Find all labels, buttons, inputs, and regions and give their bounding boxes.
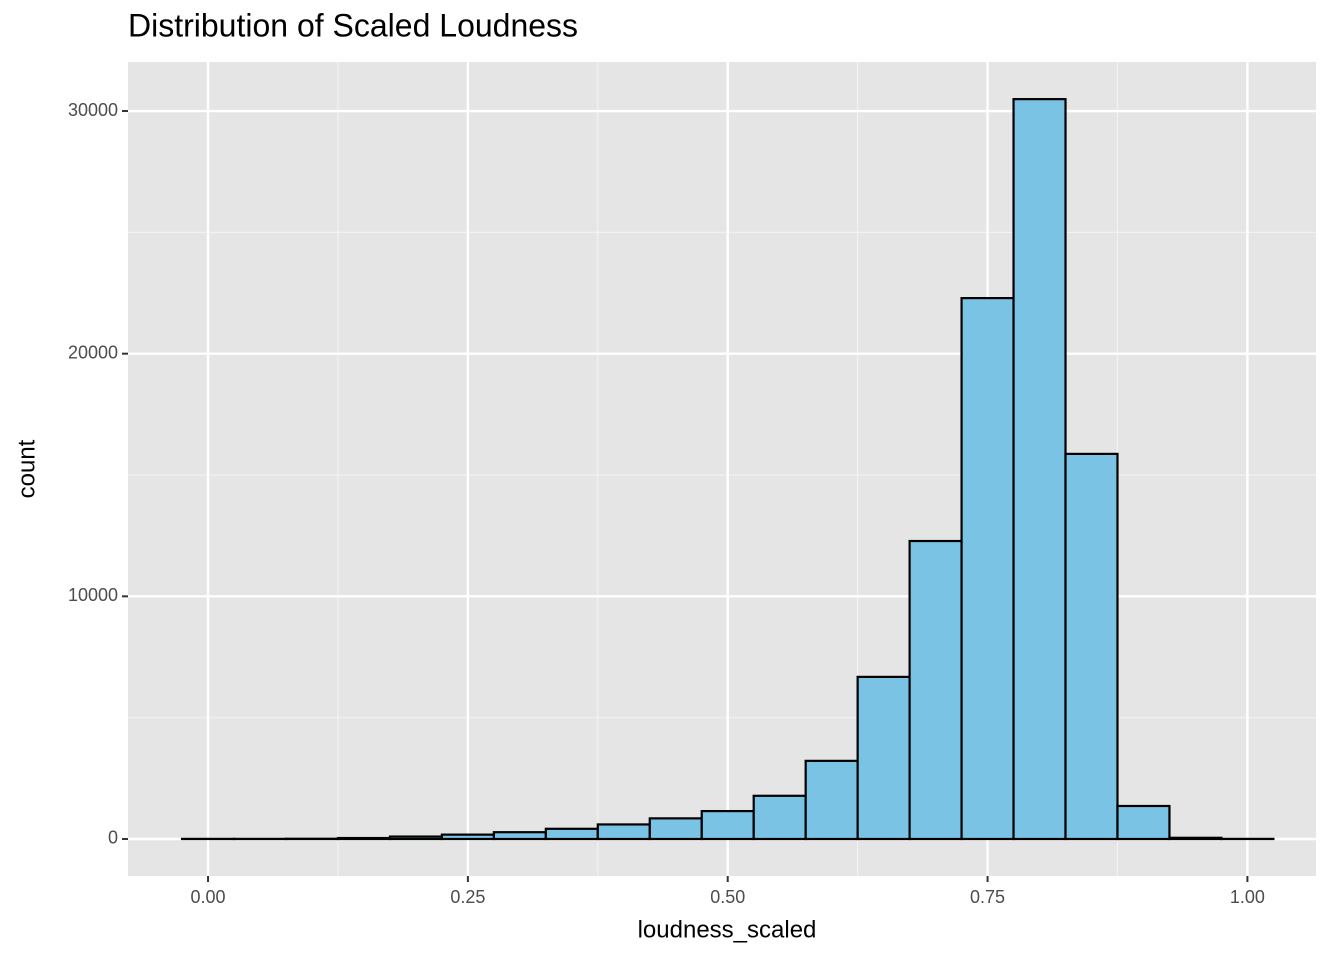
x-tick-label: 0.25	[450, 887, 485, 907]
y-tick-label: 30000	[68, 100, 118, 120]
x-tick-label: 0.50	[710, 887, 745, 907]
bar	[544, 827, 599, 841]
bar	[856, 675, 911, 841]
x-tick-label: 1.00	[1230, 887, 1265, 907]
bar	[804, 759, 859, 841]
y-tick-label: 10000	[68, 585, 118, 605]
bar	[1168, 836, 1223, 841]
bar	[596, 823, 651, 841]
y-axis-title: count	[13, 439, 40, 498]
bar	[492, 831, 547, 841]
bar	[700, 809, 755, 841]
bar	[908, 539, 963, 841]
x-tick-label: 0.00	[191, 887, 226, 907]
bar	[648, 817, 703, 841]
chart-title: Distribution of Scaled Loudness	[128, 7, 578, 43]
bar	[388, 835, 443, 841]
bar	[752, 794, 807, 841]
bar	[336, 836, 392, 841]
bar	[440, 833, 495, 841]
y-tick-label: 0	[108, 828, 118, 848]
x-axis-title: loudness_scaled	[638, 916, 817, 943]
bar	[1012, 98, 1067, 841]
x-tick-label: 0.75	[970, 887, 1005, 907]
panel	[128, 62, 1316, 876]
y-tick-label: 20000	[68, 342, 118, 362]
bar	[960, 297, 1015, 841]
bar	[1116, 804, 1171, 841]
bar	[1064, 452, 1119, 841]
